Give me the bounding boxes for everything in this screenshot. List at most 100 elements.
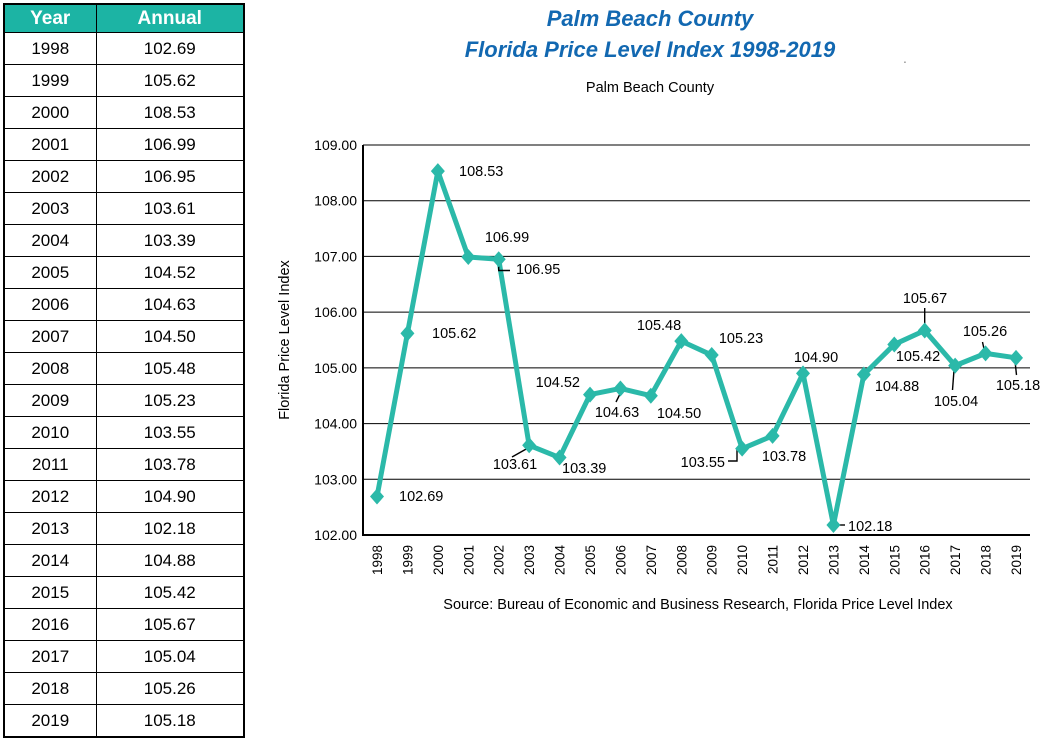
table-row: 2008 105.48 xyxy=(3,352,245,385)
chart-title-line1: Palm Beach County xyxy=(546,6,754,31)
svg-text:103.55: 103.55 xyxy=(681,455,725,471)
annual-cell: 106.95 xyxy=(95,160,245,193)
table-row: 2015 105.42 xyxy=(3,576,245,609)
table-row: 2017 105.04 xyxy=(3,640,245,673)
annual-cell: 104.90 xyxy=(95,480,245,513)
year-cell: 2011 xyxy=(3,448,97,481)
year-cell: 2005 xyxy=(3,256,97,289)
year-cell: 2000 xyxy=(3,96,97,129)
svg-text:105.42: 105.42 xyxy=(896,349,940,365)
svg-text:105.67: 105.67 xyxy=(903,291,947,307)
svg-text:102.18: 102.18 xyxy=(848,519,892,535)
svg-text:104.90: 104.90 xyxy=(794,350,838,366)
annual-cell: 106.99 xyxy=(95,128,245,161)
year-cell: 2008 xyxy=(3,352,97,385)
annual-cell: 103.61 xyxy=(95,192,245,225)
annual-cell: 104.52 xyxy=(95,256,245,289)
svg-text:104.63: 104.63 xyxy=(595,405,639,421)
svg-text:108.00: 108.00 xyxy=(314,193,357,209)
table-row: 2007 104.50 xyxy=(3,320,245,353)
svg-text:2015: 2015 xyxy=(887,545,902,575)
svg-text:102.69: 102.69 xyxy=(399,489,443,505)
svg-text:1999: 1999 xyxy=(400,545,415,575)
svg-text:104.88: 104.88 xyxy=(875,379,919,395)
svg-text:105.62: 105.62 xyxy=(432,326,476,342)
year-cell: 2010 xyxy=(3,416,97,449)
year-cell: 2016 xyxy=(3,608,97,641)
chart-title-line2: Florida Price Level Index 1998-2019 xyxy=(464,37,836,62)
annual-cell: 105.26 xyxy=(95,672,245,705)
annual-cell: 105.42 xyxy=(95,576,245,609)
year-cell: 2015 xyxy=(3,576,97,609)
svg-text:2004: 2004 xyxy=(553,545,568,576)
table-row: 2004 103.39 xyxy=(3,224,245,257)
svg-text:103.78: 103.78 xyxy=(762,449,806,465)
svg-text:105.04: 105.04 xyxy=(934,394,978,410)
year-cell: 2009 xyxy=(3,384,97,417)
table-row: 2005 104.52 xyxy=(3,256,245,289)
svg-text:103.61: 103.61 xyxy=(493,457,537,473)
svg-text:109.00: 109.00 xyxy=(314,137,357,153)
svg-text:104.00: 104.00 xyxy=(314,416,357,432)
svg-text:105.26: 105.26 xyxy=(963,324,1007,340)
svg-text:2010: 2010 xyxy=(735,545,750,575)
svg-text:2002: 2002 xyxy=(492,545,507,575)
annual-column-header: Annual xyxy=(95,3,245,33)
svg-text:106.00: 106.00 xyxy=(314,304,357,320)
svg-text:2006: 2006 xyxy=(613,545,628,575)
svg-text:1998: 1998 xyxy=(370,545,385,575)
svg-text:2017: 2017 xyxy=(948,545,963,575)
svg-text:105.23: 105.23 xyxy=(719,331,763,347)
svg-text:105.00: 105.00 xyxy=(314,360,357,376)
svg-text:106.95: 106.95 xyxy=(516,262,560,278)
svg-text:104.50: 104.50 xyxy=(657,406,701,422)
annual-cell: 102.18 xyxy=(95,512,245,545)
svg-text:2000: 2000 xyxy=(431,545,446,575)
svg-text:2008: 2008 xyxy=(674,545,689,575)
table-row: 2012 104.90 xyxy=(3,480,245,513)
svg-text:107.00: 107.00 xyxy=(314,248,357,264)
table-row: 2003 103.61 xyxy=(3,192,245,225)
table-row: 2013 102.18 xyxy=(3,512,245,545)
title-period-mark: . xyxy=(903,50,907,66)
table-row: 2001 106.99 xyxy=(3,128,245,161)
year-cell: 2003 xyxy=(3,192,97,225)
annual-cell: 103.55 xyxy=(95,416,245,449)
svg-text:104.52: 104.52 xyxy=(536,375,580,391)
svg-text:2019: 2019 xyxy=(1009,545,1024,575)
table-row: 2000 108.53 xyxy=(3,96,245,129)
annual-cell: 105.04 xyxy=(95,640,245,673)
year-cell: 2019 xyxy=(3,704,97,738)
table-row: 1999 105.62 xyxy=(3,64,245,97)
svg-text:105.48: 105.48 xyxy=(637,318,681,334)
svg-text:105.18: 105.18 xyxy=(996,378,1040,394)
year-cell: 2013 xyxy=(3,512,97,545)
svg-text:2016: 2016 xyxy=(918,545,933,575)
svg-text:2003: 2003 xyxy=(522,545,537,575)
svg-text:2009: 2009 xyxy=(705,545,720,575)
svg-text:2013: 2013 xyxy=(826,545,841,575)
svg-text:2012: 2012 xyxy=(796,545,811,575)
svg-text:2001: 2001 xyxy=(461,545,476,575)
price-index-table: Year Annual 1998 102.69 1999 105.62 2000… xyxy=(3,3,245,738)
svg-text:103.00: 103.00 xyxy=(314,471,357,487)
annual-cell: 108.53 xyxy=(95,96,245,129)
annual-cell: 105.62 xyxy=(95,64,245,97)
annual-cell: 104.63 xyxy=(95,288,245,321)
year-cell: 2007 xyxy=(3,320,97,353)
svg-text:108.53: 108.53 xyxy=(459,164,503,180)
source-note: Source: Bureau of Economic and Business … xyxy=(443,597,953,613)
year-cell: 2014 xyxy=(3,544,97,577)
year-cell: 2012 xyxy=(3,480,97,513)
table-row: 2010 103.55 xyxy=(3,416,245,449)
svg-text:102.00: 102.00 xyxy=(314,527,357,543)
svg-text:2007: 2007 xyxy=(644,545,659,575)
table-row: 2014 104.88 xyxy=(3,544,245,577)
svg-text:103.39: 103.39 xyxy=(562,461,606,477)
svg-text:2005: 2005 xyxy=(583,545,598,575)
annual-cell: 105.18 xyxy=(95,704,245,738)
year-cell: 1999 xyxy=(3,64,97,97)
chart-title: Palm Beach County Florida Price Level In… xyxy=(330,3,970,65)
svg-text:2011: 2011 xyxy=(766,545,781,574)
